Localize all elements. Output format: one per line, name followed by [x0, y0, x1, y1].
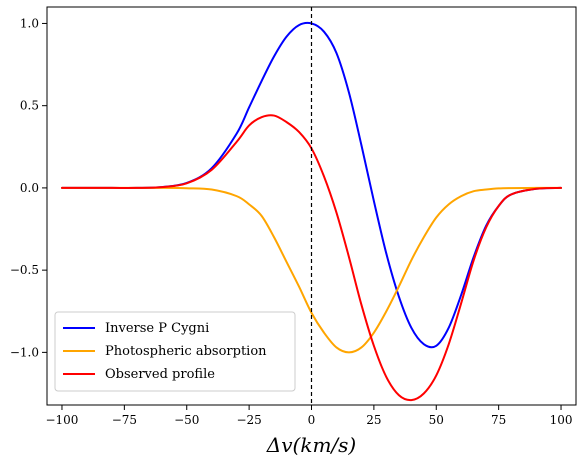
y-tick-label: 1.0 — [20, 16, 39, 30]
x-tick-label: −75 — [112, 413, 137, 427]
y-tick-label: 0.0 — [20, 181, 39, 195]
series-layer — [60, 21, 563, 402]
x-tick-label: −50 — [174, 413, 199, 427]
x-tick-label: 100 — [550, 413, 573, 427]
x-tick-label: 25 — [366, 413, 381, 427]
legend-label-3: Observed profile — [105, 367, 215, 382]
series-line-3 — [60, 114, 563, 402]
x-tick-label: 50 — [429, 413, 444, 427]
legend-box — [54, 311, 296, 392]
legend-label-2: Photospheric absorption — [105, 344, 267, 359]
x-axis-label: Δv(km/s) — [266, 433, 356, 457]
y-tick-label: −0.5 — [10, 263, 39, 277]
legend-label-1: Inverse P Cygni — [105, 321, 209, 336]
series-line-2 — [60, 186, 563, 354]
x-tick-label: −100 — [45, 413, 78, 427]
x-tick-label: −25 — [236, 413, 261, 427]
x-tick-label: 0 — [308, 413, 316, 427]
ticks-layer: −100 −75 −50 −25 0 25 50 75 100 1.0 0.5 0.0 −0.5 −1.0 — [10, 16, 573, 427]
y-tick-label: −1.0 — [10, 345, 39, 359]
x-tick-label: 75 — [491, 413, 506, 427]
legend: Inverse P Cygni Photospheric absorption Ob… — [54, 311, 296, 392]
y-tick-label: 0.5 — [20, 99, 39, 113]
